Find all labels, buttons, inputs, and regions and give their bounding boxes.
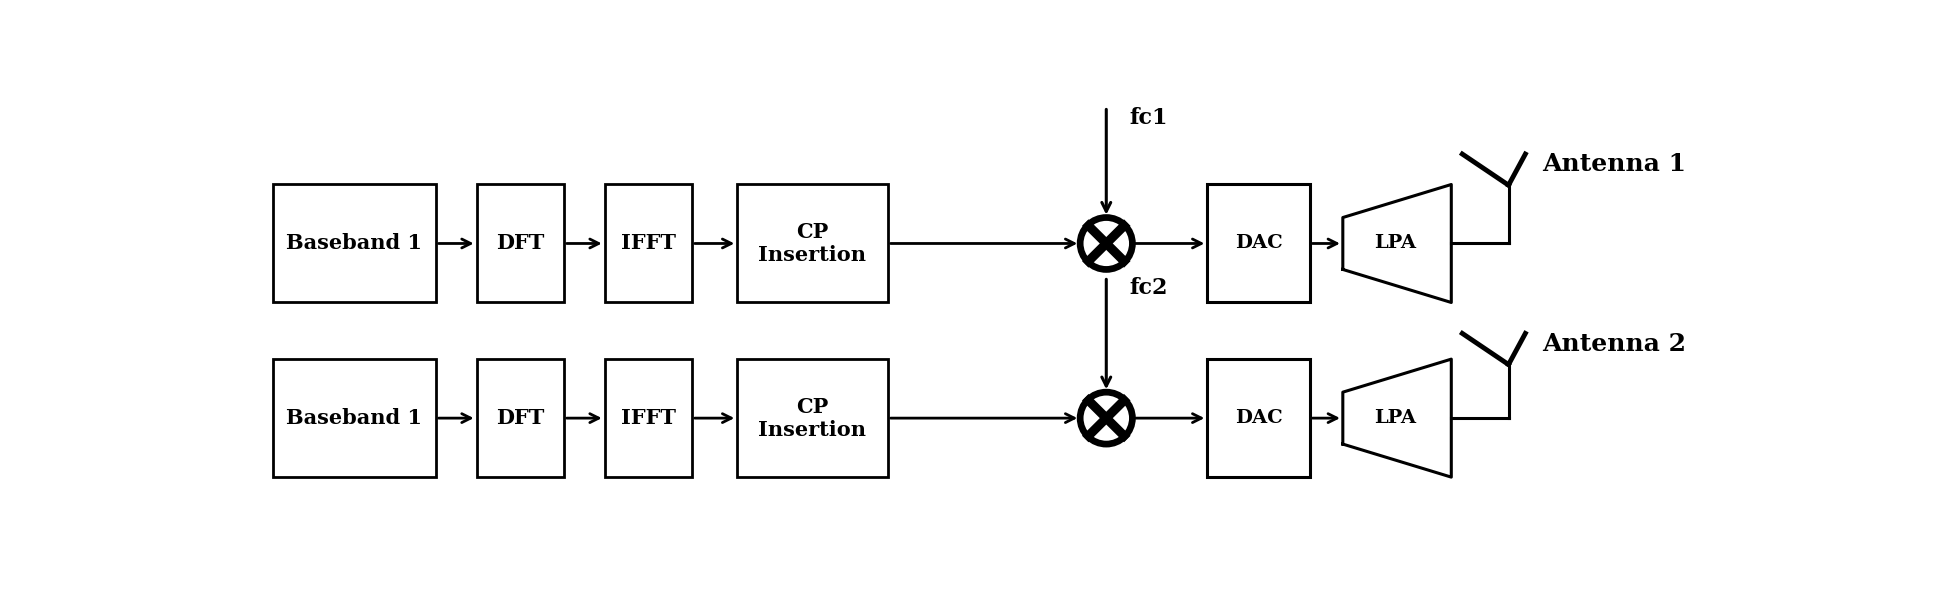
Text: CP
Insertion: CP Insertion [758,222,867,265]
Text: IFFT: IFFT [620,408,677,428]
Text: Antenna 2: Antenna 2 [1542,332,1685,356]
Text: fc2: fc2 [1129,276,1168,299]
Text: LPA: LPA [1374,235,1415,253]
Text: DAC: DAC [1234,409,1283,427]
Text: CP
Insertion: CP Insertion [758,397,867,440]
Bar [737,185,888,302]
Bar [605,185,692,302]
Polygon shape [1343,185,1452,302]
Text: Baseband 1: Baseband 1 [286,408,422,428]
Polygon shape [1343,359,1452,477]
Bar [476,185,564,302]
Bar [605,359,692,477]
Bar [272,185,435,302]
Text: DAC: DAC [1234,235,1283,253]
Bar [737,359,888,477]
Text: DFT: DFT [496,234,544,254]
Text: fc1: fc1 [1129,107,1168,129]
Bar [1207,185,1310,302]
Bar [1207,359,1310,477]
Text: DFT: DFT [496,408,544,428]
Text: IFFT: IFFT [620,234,677,254]
Text: Antenna 1: Antenna 1 [1542,153,1685,177]
Bar [272,359,435,477]
Text: Baseband 1: Baseband 1 [286,234,422,254]
Text: LPA: LPA [1374,409,1415,427]
Bar [476,359,564,477]
